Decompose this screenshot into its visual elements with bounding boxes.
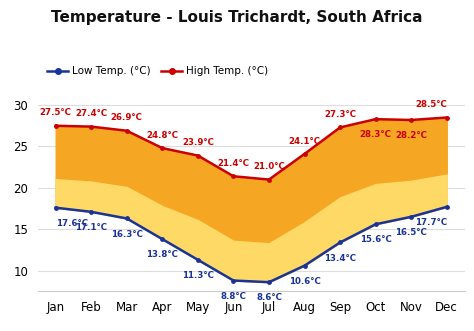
Text: 24.1°C: 24.1°C xyxy=(289,137,320,146)
Text: 21.0°C: 21.0°C xyxy=(253,162,285,171)
Text: 23.9°C: 23.9°C xyxy=(182,138,214,147)
Text: 24.8°C: 24.8°C xyxy=(146,131,178,140)
Text: 17.6°C: 17.6°C xyxy=(56,219,88,228)
Text: 17.7°C: 17.7°C xyxy=(415,218,447,227)
Text: 26.9°C: 26.9°C xyxy=(111,114,143,122)
Text: 28.2°C: 28.2°C xyxy=(395,131,427,140)
Text: 16.5°C: 16.5°C xyxy=(395,228,427,237)
Text: 13.4°C: 13.4°C xyxy=(324,254,356,262)
Text: 27.4°C: 27.4°C xyxy=(75,109,107,118)
Text: 8.8°C: 8.8°C xyxy=(220,292,246,301)
Text: Temperature - Louis Trichardt, South Africa: Temperature - Louis Trichardt, South Afr… xyxy=(51,10,423,25)
Text: 11.3°C: 11.3°C xyxy=(182,271,214,280)
Text: 17.1°C: 17.1°C xyxy=(75,223,107,232)
Text: 15.6°C: 15.6°C xyxy=(360,235,392,244)
Text: 21.4°C: 21.4°C xyxy=(218,159,249,168)
Text: 28.5°C: 28.5°C xyxy=(415,100,447,109)
Text: 8.6°C: 8.6°C xyxy=(256,293,282,302)
Text: 28.3°C: 28.3°C xyxy=(360,130,392,139)
Text: 16.3°C: 16.3°C xyxy=(111,230,143,239)
Legend: Low Temp. (°C), High Temp. (°C): Low Temp. (°C), High Temp. (°C) xyxy=(43,62,273,80)
Text: 13.8°C: 13.8°C xyxy=(146,250,178,259)
Text: 27.3°C: 27.3°C xyxy=(324,110,356,119)
Text: 27.5°C: 27.5°C xyxy=(40,109,72,118)
Text: 10.6°C: 10.6°C xyxy=(289,277,320,286)
